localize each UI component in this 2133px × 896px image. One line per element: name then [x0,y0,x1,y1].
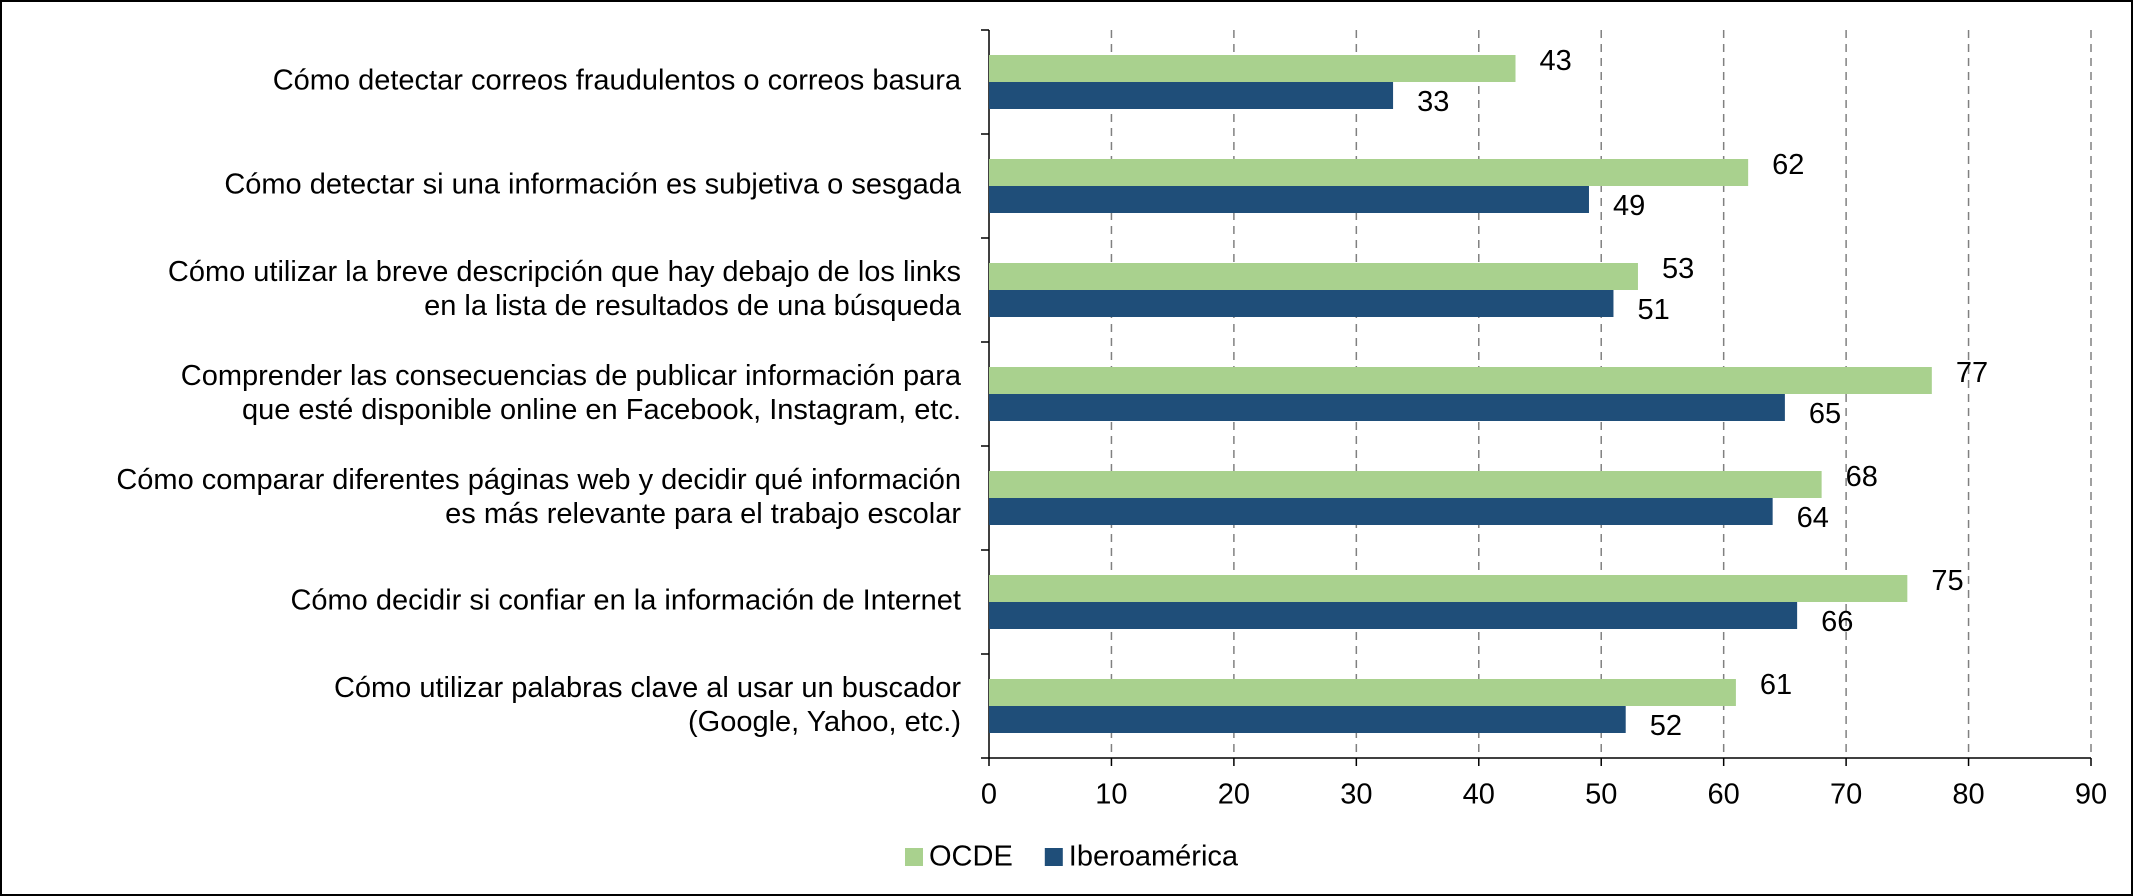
bar [989,498,1773,525]
data-label: 33 [1417,86,1449,118]
x-tick-label: 10 [1095,779,1127,811]
x-tick-label: 90 [2075,779,2107,811]
x-tick-label: 80 [1952,779,1984,811]
legend-swatch [1044,848,1063,866]
bar [989,575,1908,602]
x-tick-label: 50 [1585,779,1617,811]
bar [989,706,1626,733]
bar [989,602,1798,629]
bar [989,394,1785,421]
bar [989,367,1932,394]
bar [989,679,1736,706]
data-label: 64 [1797,502,1829,534]
data-label: 49 [1613,190,1645,222]
bar [989,186,1589,213]
legend-label: OCDE [929,841,1013,873]
bar [989,55,1516,82]
data-label: 43 [1540,45,1572,77]
bar [989,82,1394,109]
x-tick-label: 40 [1463,779,1495,811]
data-label: 77 [1956,357,1988,389]
x-tick-label: 70 [1830,779,1862,811]
data-label: 53 [1662,253,1694,285]
y-tick-label: Cómo utilizar la breve descripción que h… [168,256,962,322]
data-label: 52 [1650,710,1682,742]
y-tick-label: Cómo decidir si confiar en la informació… [290,585,961,617]
y-tick-label: Cómo detectar si una información es subj… [224,169,962,201]
data-label: 68 [1846,461,1878,493]
y-tick-label: Cómo detectar correos fraudulentos o cor… [273,65,962,97]
data-label: 51 [1637,294,1669,326]
y-tick-label: Cómo utilizar palabras clave al usar un … [334,672,961,738]
bar [989,471,1822,498]
legend-swatch [905,848,923,866]
bar [989,263,1638,290]
data-label: 62 [1772,149,1804,181]
bar [989,159,1749,186]
data-label: 66 [1821,606,1853,638]
data-label: 75 [1931,565,1963,597]
x-tick-label: 20 [1218,779,1250,811]
data-label: 61 [1760,669,1792,701]
data-label: 65 [1809,398,1841,430]
x-tick-label: 60 [1708,779,1740,811]
legend-label: Iberoamérica [1069,841,1239,873]
y-tick-label: Cómo comparar diferentes páginas web y d… [116,464,961,530]
x-tick-label: 0 [981,779,997,811]
x-tick-label: 30 [1340,779,1372,811]
bar [989,290,1614,317]
y-tick-label: Comprender las consecuencias de publicar… [181,360,962,426]
